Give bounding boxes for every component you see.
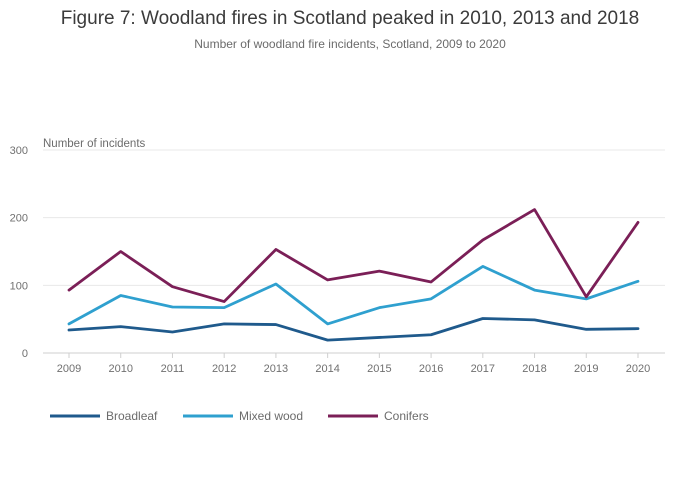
y-axis-ticks: 0 100 200 300 <box>10 145 28 360</box>
chart-subtitle: Number of woodland fire incidents, Scotl… <box>194 37 506 51</box>
x-tick-label: 2010 <box>108 363 132 375</box>
series-line-mixed-wood <box>67 264 640 326</box>
series-lines <box>67 208 640 342</box>
x-tick-label: 2014 <box>315 363 339 375</box>
x-tick-label: 2016 <box>419 363 443 375</box>
x-tick-label: 2018 <box>522 363 546 375</box>
y-tick-label: 0 <box>22 348 28 360</box>
legend-label: Conifers <box>384 409 429 423</box>
x-tick-label: 2017 <box>471 363 495 375</box>
x-tick-label: 2020 <box>626 363 650 375</box>
y-tick-label: 300 <box>10 145 28 157</box>
legend: Broadleaf Mixed wood Conifers <box>50 409 429 423</box>
y-tick-label: 200 <box>10 213 28 225</box>
y-tick-label: 100 <box>10 280 28 292</box>
chart-title: Figure 7: Woodland fires in Scotland pea… <box>61 8 640 29</box>
x-tick-label: 2015 <box>367 363 391 375</box>
series-line-broadleaf <box>67 317 640 342</box>
y-axis-label: Number of incidents <box>43 138 146 150</box>
legend-label: Broadleaf <box>106 409 158 423</box>
series-line-conifers <box>67 208 640 303</box>
x-tick-label: 2019 <box>574 363 598 375</box>
x-tick-label: 2012 <box>212 363 236 375</box>
legend-label: Mixed wood <box>239 409 303 423</box>
x-tick-label: 2011 <box>161 363 185 375</box>
gridlines <box>43 149 665 354</box>
x-tick-label: 2013 <box>264 363 288 375</box>
x-tick-label: 2009 <box>57 363 81 375</box>
x-axis-ticks: 2009 2010 2011 2012 2013 2014 2015 2016 2017 2018… <box>57 353 650 375</box>
